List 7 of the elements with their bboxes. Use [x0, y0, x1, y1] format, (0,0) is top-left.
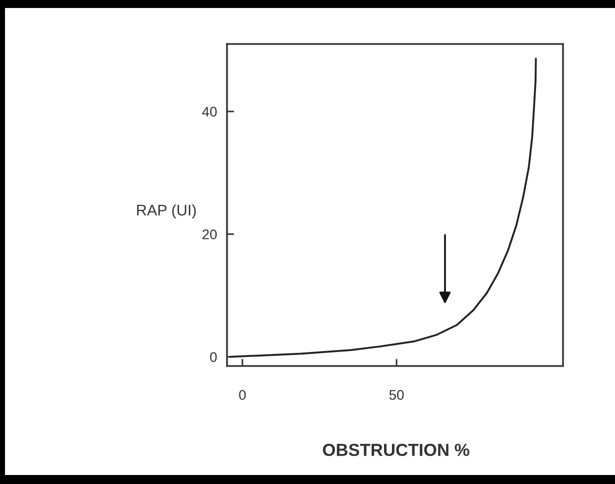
- y-tick-label: 40: [202, 106, 217, 117]
- x-tick-label: 50: [389, 390, 404, 400]
- y-tick-label: 20: [202, 229, 217, 240]
- y-axis-title: RAP (UI): [137, 204, 196, 219]
- y-tick-label: 0: [210, 352, 217, 362]
- line-series: [229, 58, 537, 358]
- x-axis-title: OBSTRUCTION %: [322, 444, 470, 456]
